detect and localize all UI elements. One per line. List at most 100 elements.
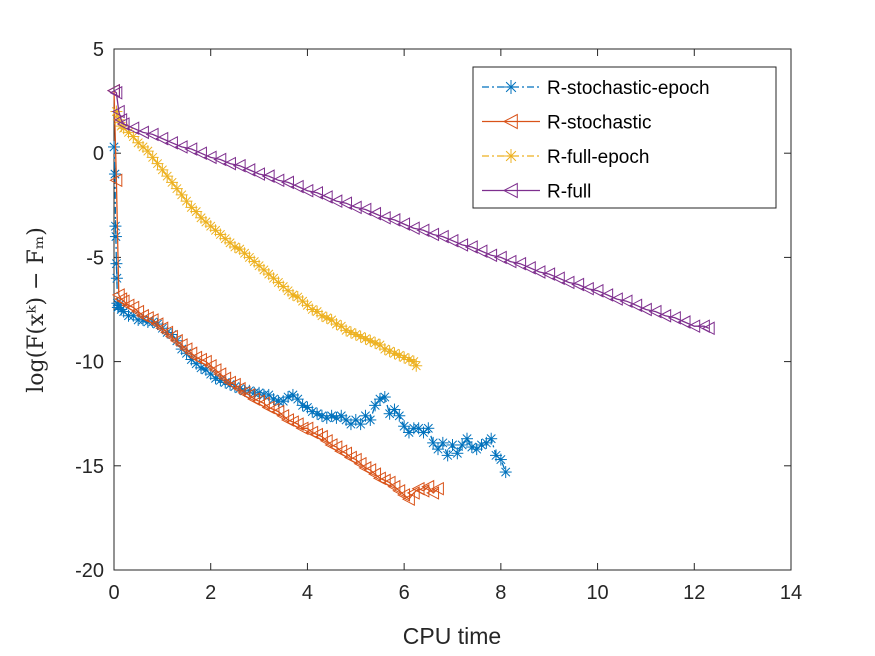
data-point xyxy=(388,403,401,416)
data-point xyxy=(397,488,411,502)
data-point xyxy=(383,407,396,420)
data-point xyxy=(114,292,128,306)
marker-stroke xyxy=(491,450,501,460)
data-point xyxy=(190,205,203,218)
marker-stroke xyxy=(443,450,453,460)
data-point xyxy=(145,127,159,142)
data-point xyxy=(132,136,145,149)
series-line xyxy=(113,90,710,329)
data-point xyxy=(135,125,149,140)
marker-stroke xyxy=(428,438,438,448)
data-point xyxy=(320,311,333,324)
data-point xyxy=(198,354,212,369)
data-point xyxy=(228,240,241,253)
data-point xyxy=(174,140,188,154)
data-point xyxy=(397,217,411,231)
data-point xyxy=(116,294,130,308)
data-point xyxy=(358,202,372,217)
data-point xyxy=(339,196,353,211)
marker-stroke xyxy=(389,404,400,415)
marker-stroke xyxy=(322,313,332,323)
data-point xyxy=(151,157,164,170)
data-point xyxy=(170,182,183,195)
data-point xyxy=(629,298,643,313)
legend-label: R-stochastic-epoch xyxy=(547,78,710,99)
data-point xyxy=(580,281,594,296)
marker-stroke xyxy=(467,442,477,452)
data-point xyxy=(330,318,343,331)
data-point xyxy=(203,150,217,165)
marker-stroke xyxy=(143,146,153,156)
marker-stroke xyxy=(411,361,421,371)
y-tick-label: -5 xyxy=(86,247,104,269)
marker-stroke xyxy=(112,273,122,283)
data-point xyxy=(306,405,319,418)
data-point xyxy=(426,486,440,500)
data-point xyxy=(174,338,188,352)
data-point xyxy=(638,302,652,317)
marker-stroke xyxy=(191,359,201,369)
x-tick-label: 4 xyxy=(302,582,313,604)
marker-stroke xyxy=(331,413,341,423)
data-point xyxy=(354,418,367,431)
marker-stroke xyxy=(302,402,312,413)
data-point xyxy=(175,188,188,201)
data-point xyxy=(330,411,343,424)
data-point xyxy=(475,438,488,451)
marker-stroke xyxy=(113,302,123,312)
data-point xyxy=(383,345,396,358)
data-point xyxy=(426,227,440,242)
marker-stroke xyxy=(259,265,269,275)
data-point xyxy=(502,182,518,199)
data-point xyxy=(242,388,256,402)
data-point xyxy=(193,146,207,161)
data-point xyxy=(571,277,585,292)
y-tick-label: -20 xyxy=(75,560,104,582)
data-point xyxy=(184,142,198,156)
marker-stroke xyxy=(288,290,298,300)
data-point xyxy=(368,206,382,221)
data-point xyxy=(261,169,275,183)
data-point xyxy=(464,240,478,254)
marker-stroke xyxy=(385,346,395,356)
data-point xyxy=(155,131,169,146)
marker-stroke xyxy=(128,311,138,321)
data-point xyxy=(619,294,633,308)
data-point xyxy=(109,230,122,243)
data-point xyxy=(551,271,565,286)
data-point xyxy=(398,420,411,433)
data-point xyxy=(227,377,241,392)
data-point xyxy=(416,223,430,238)
data-point xyxy=(218,371,232,386)
data-point xyxy=(271,404,285,419)
marker-stroke xyxy=(283,286,293,296)
marker-stroke xyxy=(215,375,225,385)
data-point xyxy=(406,486,420,500)
legend-label: R-full xyxy=(547,182,591,203)
data-point xyxy=(435,229,449,244)
marker-stroke xyxy=(148,152,158,162)
data-point xyxy=(179,342,193,356)
data-point xyxy=(146,151,159,164)
data-point xyxy=(126,121,140,136)
data-point xyxy=(369,399,382,412)
data-point xyxy=(213,152,227,167)
data-point xyxy=(109,173,123,188)
y-tick-label: 5 xyxy=(93,39,104,61)
marker-stroke xyxy=(322,413,332,423)
data-point xyxy=(106,83,120,98)
data-point xyxy=(368,467,382,481)
data-point xyxy=(532,265,546,279)
data-point xyxy=(161,170,174,183)
marker-stroke xyxy=(220,234,230,244)
data-point xyxy=(502,113,518,130)
data-point xyxy=(382,475,396,490)
data-point xyxy=(281,175,294,190)
marker-stroke xyxy=(360,334,371,344)
marker-stroke xyxy=(111,232,121,242)
data-point xyxy=(499,466,512,479)
marker-stroke xyxy=(181,348,192,358)
data-point xyxy=(393,349,406,362)
x-tick-label: 6 xyxy=(399,582,410,604)
